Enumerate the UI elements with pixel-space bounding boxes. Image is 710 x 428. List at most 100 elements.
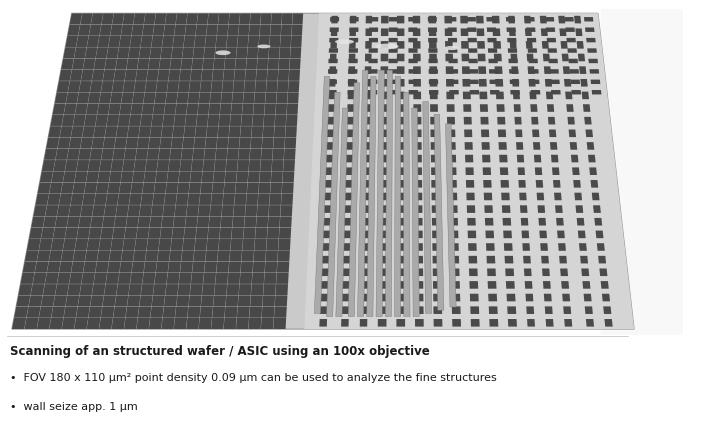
- Polygon shape: [332, 16, 338, 24]
- Polygon shape: [119, 262, 133, 273]
- Polygon shape: [449, 193, 457, 200]
- Polygon shape: [397, 66, 405, 74]
- Polygon shape: [588, 155, 596, 162]
- Polygon shape: [123, 81, 136, 92]
- Polygon shape: [160, 228, 173, 239]
- Polygon shape: [431, 180, 439, 187]
- Polygon shape: [106, 47, 119, 58]
- Polygon shape: [163, 307, 176, 318]
- Polygon shape: [537, 193, 544, 200]
- Polygon shape: [193, 47, 204, 58]
- Polygon shape: [131, 262, 145, 273]
- Polygon shape: [239, 273, 252, 284]
- Polygon shape: [378, 243, 387, 251]
- Polygon shape: [527, 54, 534, 61]
- Polygon shape: [136, 228, 149, 239]
- Polygon shape: [137, 137, 150, 149]
- Polygon shape: [346, 155, 353, 162]
- Polygon shape: [275, 284, 288, 295]
- Polygon shape: [467, 17, 476, 21]
- Polygon shape: [132, 92, 145, 104]
- Polygon shape: [174, 25, 186, 36]
- Polygon shape: [118, 273, 131, 284]
- Polygon shape: [543, 54, 550, 61]
- Polygon shape: [528, 48, 537, 53]
- Polygon shape: [143, 262, 157, 273]
- Polygon shape: [591, 80, 601, 84]
- Polygon shape: [504, 243, 513, 251]
- Polygon shape: [446, 66, 454, 74]
- Polygon shape: [430, 66, 437, 74]
- Polygon shape: [172, 228, 185, 239]
- Polygon shape: [488, 281, 496, 289]
- Polygon shape: [217, 137, 229, 149]
- Polygon shape: [75, 104, 88, 115]
- Polygon shape: [148, 59, 160, 69]
- Polygon shape: [445, 54, 453, 61]
- Text: Scanning of an structured wafer / ASIC using an 100x objective: Scanning of an structured wafer / ASIC u…: [11, 345, 430, 358]
- Polygon shape: [102, 295, 116, 306]
- Polygon shape: [261, 318, 274, 329]
- Polygon shape: [168, 70, 180, 81]
- Polygon shape: [408, 38, 417, 42]
- Polygon shape: [39, 239, 53, 250]
- Polygon shape: [544, 294, 552, 301]
- Polygon shape: [91, 13, 103, 24]
- Polygon shape: [462, 54, 469, 61]
- Polygon shape: [429, 80, 438, 84]
- Polygon shape: [447, 104, 454, 112]
- Polygon shape: [164, 295, 178, 306]
- Polygon shape: [132, 171, 145, 182]
- Polygon shape: [59, 194, 72, 205]
- Polygon shape: [506, 17, 515, 21]
- Polygon shape: [46, 137, 60, 149]
- Polygon shape: [449, 218, 458, 226]
- Polygon shape: [397, 41, 405, 49]
- Polygon shape: [380, 130, 388, 137]
- Polygon shape: [174, 318, 187, 329]
- Polygon shape: [204, 262, 217, 273]
- Polygon shape: [530, 92, 537, 99]
- Polygon shape: [12, 13, 634, 329]
- Polygon shape: [202, 160, 215, 171]
- Polygon shape: [195, 126, 207, 137]
- Polygon shape: [415, 319, 424, 327]
- Polygon shape: [104, 59, 117, 69]
- Polygon shape: [360, 319, 367, 327]
- Polygon shape: [185, 217, 198, 227]
- Polygon shape: [142, 104, 154, 115]
- Polygon shape: [452, 319, 461, 327]
- Polygon shape: [159, 59, 171, 69]
- Polygon shape: [202, 59, 214, 69]
- Polygon shape: [447, 92, 454, 99]
- Polygon shape: [381, 79, 388, 86]
- Polygon shape: [395, 77, 400, 316]
- Polygon shape: [558, 16, 565, 24]
- Polygon shape: [168, 262, 181, 273]
- Polygon shape: [452, 306, 461, 314]
- Polygon shape: [361, 218, 369, 226]
- Polygon shape: [541, 256, 549, 263]
- Polygon shape: [203, 273, 216, 284]
- Polygon shape: [252, 115, 264, 126]
- Polygon shape: [192, 262, 205, 273]
- Polygon shape: [330, 17, 339, 21]
- Polygon shape: [529, 69, 539, 74]
- Polygon shape: [145, 250, 158, 262]
- Polygon shape: [214, 284, 227, 295]
- Polygon shape: [483, 167, 491, 175]
- Polygon shape: [212, 70, 224, 81]
- Polygon shape: [165, 183, 178, 193]
- Polygon shape: [111, 318, 125, 329]
- Polygon shape: [161, 217, 174, 227]
- Polygon shape: [211, 81, 223, 92]
- Polygon shape: [516, 142, 523, 150]
- Polygon shape: [190, 171, 202, 182]
- Polygon shape: [327, 80, 337, 84]
- Polygon shape: [116, 284, 130, 295]
- Polygon shape: [146, 239, 160, 250]
- Polygon shape: [581, 92, 589, 99]
- Polygon shape: [408, 17, 417, 21]
- Polygon shape: [567, 38, 576, 42]
- Polygon shape: [80, 205, 94, 216]
